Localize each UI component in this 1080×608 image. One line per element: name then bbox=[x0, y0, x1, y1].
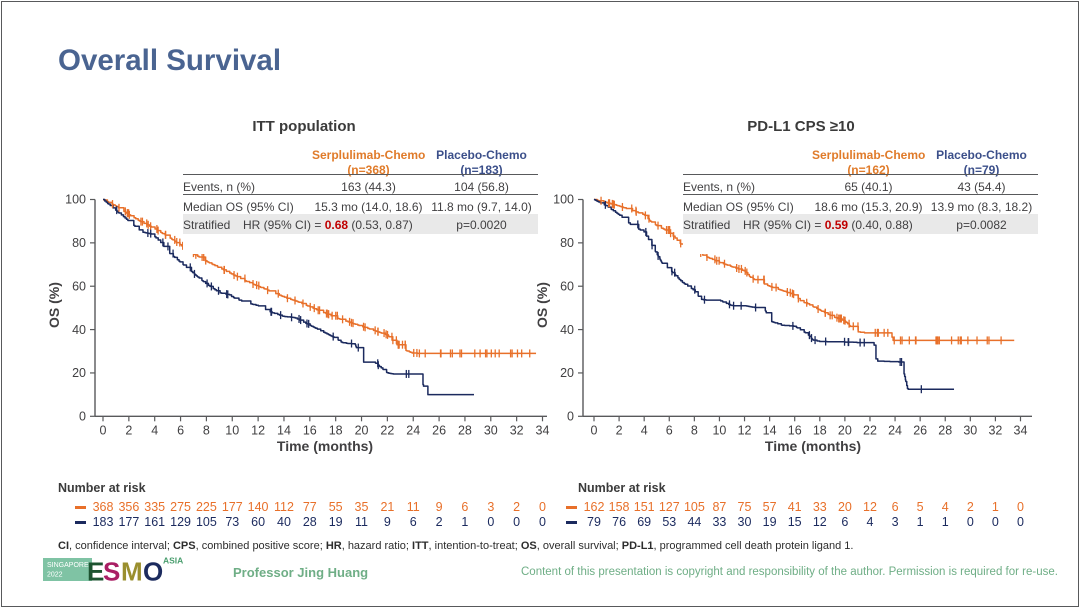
svg-text:26: 26 bbox=[913, 423, 927, 437]
svg-text:4: 4 bbox=[641, 423, 648, 437]
svg-text:32: 32 bbox=[510, 423, 524, 437]
svg-text:E: E bbox=[87, 557, 104, 587]
svg-text:0: 0 bbox=[79, 410, 86, 424]
svg-text:18: 18 bbox=[329, 423, 343, 437]
svg-text:22: 22 bbox=[863, 423, 877, 437]
svg-text:20: 20 bbox=[355, 423, 369, 437]
svg-text:ASIA: ASIA bbox=[163, 557, 183, 566]
svg-text:100: 100 bbox=[65, 193, 86, 207]
svg-text:2: 2 bbox=[125, 423, 132, 437]
svg-text:0: 0 bbox=[591, 423, 598, 437]
svg-text:60: 60 bbox=[560, 279, 574, 293]
svg-text:30: 30 bbox=[963, 423, 977, 437]
svg-text:10: 10 bbox=[712, 423, 726, 437]
svg-text:6: 6 bbox=[666, 423, 673, 437]
svg-text:24: 24 bbox=[888, 423, 902, 437]
svg-text:34: 34 bbox=[1014, 423, 1028, 437]
svg-text:M: M bbox=[121, 557, 143, 587]
svg-text:100: 100 bbox=[553, 193, 574, 207]
svg-text:0: 0 bbox=[100, 423, 107, 437]
svg-text:80: 80 bbox=[72, 236, 86, 250]
svg-text:40: 40 bbox=[72, 323, 86, 337]
svg-text:30: 30 bbox=[484, 423, 498, 437]
svg-text:O: O bbox=[143, 557, 163, 587]
svg-text:60: 60 bbox=[72, 279, 86, 293]
svg-text:10: 10 bbox=[225, 423, 239, 437]
svg-text:14: 14 bbox=[277, 423, 291, 437]
svg-text:12: 12 bbox=[251, 423, 265, 437]
svg-text:22: 22 bbox=[380, 423, 394, 437]
svg-text:40: 40 bbox=[560, 323, 574, 337]
svg-text:28: 28 bbox=[458, 423, 472, 437]
svg-text:12: 12 bbox=[738, 423, 752, 437]
svg-text:2022: 2022 bbox=[47, 572, 63, 579]
svg-text:26: 26 bbox=[432, 423, 446, 437]
svg-text:6: 6 bbox=[177, 423, 184, 437]
svg-text:4: 4 bbox=[151, 423, 158, 437]
svg-text:2: 2 bbox=[616, 423, 623, 437]
svg-text:14: 14 bbox=[763, 423, 777, 437]
svg-text:SINGAPORE: SINGAPORE bbox=[47, 562, 89, 569]
svg-text:16: 16 bbox=[303, 423, 317, 437]
svg-text:S: S bbox=[103, 557, 120, 587]
svg-text:24: 24 bbox=[406, 423, 420, 437]
svg-text:18: 18 bbox=[813, 423, 827, 437]
svg-text:80: 80 bbox=[560, 236, 574, 250]
svg-text:32: 32 bbox=[988, 423, 1002, 437]
svg-text:8: 8 bbox=[691, 423, 698, 437]
svg-text:20: 20 bbox=[838, 423, 852, 437]
svg-text:0: 0 bbox=[567, 410, 574, 424]
svg-text:28: 28 bbox=[938, 423, 952, 437]
svg-text:16: 16 bbox=[788, 423, 802, 437]
svg-text:8: 8 bbox=[203, 423, 210, 437]
svg-text:20: 20 bbox=[72, 366, 86, 380]
svg-text:20: 20 bbox=[560, 366, 574, 380]
